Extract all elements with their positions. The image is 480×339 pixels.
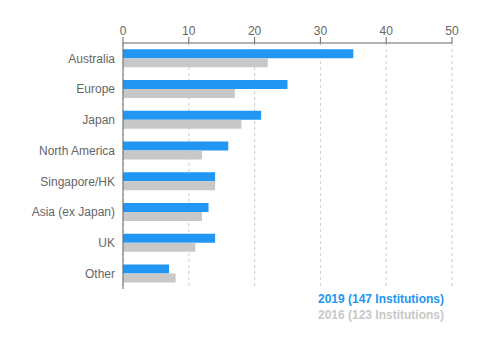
svg-text:Australia: Australia xyxy=(68,52,115,66)
svg-text:10: 10 xyxy=(182,24,196,38)
html-text:2019 (147 Institutions): 2019 (147 Institutions) xyxy=(318,292,444,306)
svg-text:40: 40 xyxy=(380,24,394,38)
svg-text:Asia (ex Japan): Asia (ex Japan) xyxy=(32,205,115,219)
svg-text:50: 50 xyxy=(445,24,459,38)
svg-text:UK: UK xyxy=(98,236,115,250)
svg-text:0: 0 xyxy=(120,24,127,38)
svg-text:North America: North America xyxy=(39,144,115,158)
svg-text:20: 20 xyxy=(248,24,262,38)
svg-text:Other: Other xyxy=(85,267,115,281)
svg-text:Japan: Japan xyxy=(82,113,115,127)
html-text:2016 (123 Institutions): 2016 (123 Institutions) xyxy=(318,308,444,322)
svg-text:Singapore/HK: Singapore/HK xyxy=(40,175,115,189)
svg-text:Europe: Europe xyxy=(76,82,115,96)
svg-text:30: 30 xyxy=(314,24,328,38)
